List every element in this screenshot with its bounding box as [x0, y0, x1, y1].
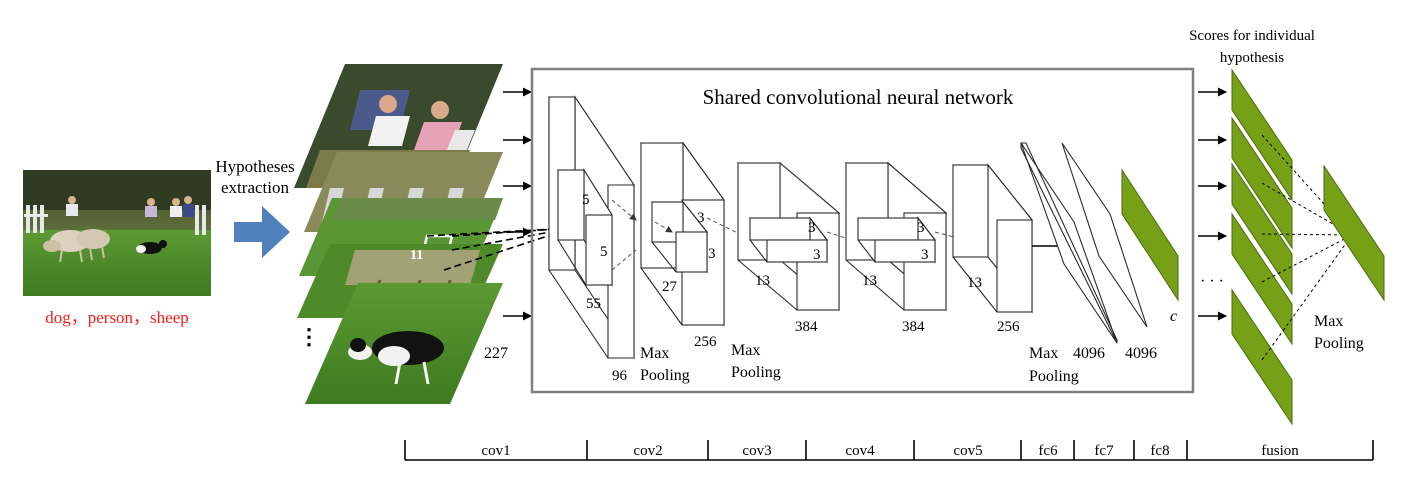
cov3-channels: 384 — [795, 319, 818, 335]
pool2-label-line1: Max — [731, 342, 760, 359]
crop-input-arrows — [503, 87, 532, 321]
cov2-kernel-1: 3 — [697, 210, 705, 226]
fusion-input-arrows — [1198, 87, 1227, 321]
fc8-units: c — [1170, 308, 1177, 325]
cov2-channels: 256 — [694, 334, 717, 350]
kernel-size-label: 11 — [410, 248, 423, 263]
scores-label-line1: Scores for individual — [1189, 28, 1315, 44]
cov1-kernel-1: 5 — [582, 192, 590, 208]
shared-cnn-frame — [530, 67, 1195, 394]
stage-label-cov3: cov3 — [742, 443, 771, 459]
fusion-ellipsis: · · · — [1200, 273, 1224, 290]
crop-size-label: 227 — [484, 345, 508, 362]
stage-label-cov4: cov4 — [845, 443, 875, 459]
crops-ellipsis: ⋮ — [298, 324, 320, 349]
extraction-arrow-icon — [234, 206, 290, 258]
fc8-plane — [1121, 168, 1179, 302]
cov2-block — [639, 141, 749, 327]
hypothesis-score-planes — [1231, 68, 1293, 426]
pool1-label-line2: Pooling — [640, 367, 690, 384]
fc7-units: 4096 — [1125, 345, 1157, 362]
cov4-kernel-2: 3 — [921, 247, 929, 263]
stage-label-fusion: fusion — [1261, 443, 1299, 459]
hypotheses-label-line2: extraction — [221, 178, 289, 197]
input-labels: dog，person，sheep — [45, 308, 189, 327]
cov2-kernel-2: 3 — [708, 246, 716, 262]
cov1-block — [547, 95, 637, 360]
cov5-block — [951, 163, 1034, 314]
cov2-spatial: 27 — [662, 279, 678, 295]
pool1-label-line1: Max — [640, 345, 669, 362]
fused-score-plane — [1323, 164, 1385, 302]
cov4-spatial: 13 — [862, 273, 877, 289]
cov5-spatial: 13 — [967, 275, 982, 291]
cov3-kernel-2: 3 — [813, 247, 821, 263]
network-title: Shared convolutional neural network — [703, 85, 1014, 109]
fusion-pool-line2: Pooling — [1314, 335, 1364, 352]
hypotheses-label-line1: Hypotheses — [215, 157, 294, 176]
pool5-label-line2: Pooling — [1029, 368, 1079, 385]
fc7-plane — [1061, 142, 1148, 328]
stage-label-cov5: cov5 — [953, 443, 982, 459]
stage-label-fc6: fc6 — [1038, 443, 1058, 459]
stage-label-cov2: cov2 — [633, 443, 662, 459]
hypothesis-stack — [294, 64, 503, 404]
hypothesis-crop-5 — [305, 283, 503, 404]
stage-axis — [404, 440, 1374, 461]
cov4-channels: 384 — [902, 319, 925, 335]
cov3-kernel-1: 3 — [808, 220, 816, 236]
cov5-channels: 256 — [997, 319, 1020, 335]
stage-label-fc7: fc7 — [1094, 443, 1114, 459]
pool2-label-line2: Pooling — [731, 364, 781, 381]
cov3-spatial: 13 — [755, 273, 770, 289]
cov1-spatial: 55 — [586, 296, 601, 312]
pool5-label-line1: Max — [1029, 345, 1058, 362]
stage-label-cov1: cov1 — [481, 443, 510, 459]
cov1-kernel-2: 5 — [600, 244, 608, 260]
scores-label-line2: hypothesis — [1220, 50, 1284, 66]
fusion-pool-line1: Max — [1314, 313, 1343, 330]
cov3-block — [736, 161, 859, 312]
cov1-channels: 96 — [612, 368, 628, 384]
fc6-units: 4096 — [1073, 345, 1105, 362]
stage-label-fc8: fc8 — [1150, 443, 1169, 459]
cov4-kernel-1: 3 — [917, 220, 925, 236]
cov4-block — [844, 161, 967, 312]
input-image — [23, 170, 211, 296]
